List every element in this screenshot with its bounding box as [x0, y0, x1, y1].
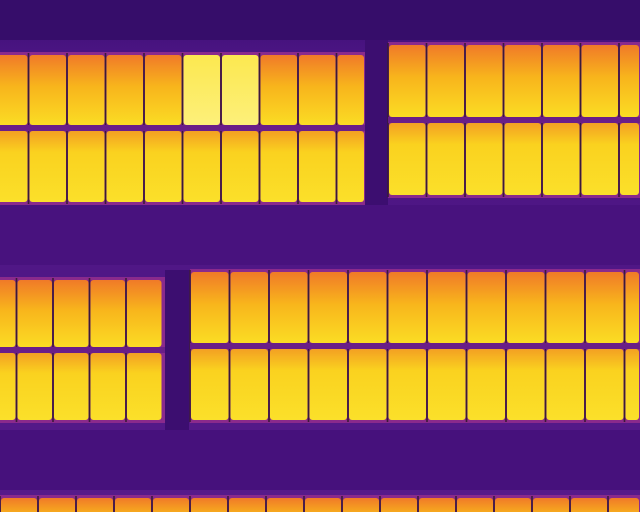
cell [0, 55, 28, 125]
cell [428, 272, 466, 343]
cell [183, 131, 220, 202]
cell [0, 131, 28, 202]
panel-seam [0, 347, 165, 353]
gap-band [0, 205, 640, 265]
cell [222, 131, 259, 202]
panel-seam [190, 343, 640, 349]
cell [546, 272, 584, 343]
cell [533, 498, 569, 512]
cell [127, 280, 162, 347]
cell [620, 123, 639, 195]
cell [381, 498, 417, 512]
cell [309, 272, 347, 343]
cell [90, 280, 125, 347]
dark-band [0, 0, 640, 40]
cell [427, 123, 464, 195]
cell [267, 498, 303, 512]
cell [1, 498, 37, 512]
cell [343, 498, 379, 512]
cell [571, 498, 607, 512]
cell [54, 353, 89, 420]
cell [388, 272, 426, 343]
cell [466, 123, 503, 195]
panel-seam [0, 125, 365, 131]
cell [389, 45, 426, 117]
cell [222, 55, 259, 125]
cell [191, 498, 227, 512]
cell [17, 353, 52, 420]
cell [115, 498, 151, 512]
cell [467, 272, 505, 343]
cell [507, 272, 545, 343]
cell [260, 55, 297, 125]
cell [230, 272, 268, 343]
cell [68, 131, 105, 202]
cell [581, 123, 618, 195]
cell [305, 498, 341, 512]
cell [457, 498, 493, 512]
cell [389, 123, 426, 195]
cell [309, 349, 347, 420]
cell [507, 349, 545, 420]
cell [427, 45, 464, 117]
cell [260, 131, 297, 202]
frame-post [365, 40, 388, 205]
cell [145, 55, 182, 125]
cell [39, 498, 75, 512]
cell [586, 272, 624, 343]
cell [504, 123, 541, 195]
cell [625, 272, 639, 343]
cell [546, 349, 584, 420]
cell [191, 349, 229, 420]
cell [29, 131, 66, 202]
cell [388, 349, 426, 420]
cell [349, 272, 387, 343]
cell [191, 272, 229, 343]
cell [17, 280, 52, 347]
cell [299, 55, 336, 125]
cell [543, 123, 580, 195]
cell [609, 498, 639, 512]
cell [77, 498, 113, 512]
cell [428, 349, 466, 420]
cell [586, 349, 624, 420]
cell [270, 349, 308, 420]
cell [54, 280, 89, 347]
cell [153, 498, 189, 512]
cell [0, 280, 16, 347]
panel-seam [388, 117, 640, 123]
cell [106, 131, 143, 202]
cell [230, 349, 268, 420]
cell [581, 45, 618, 117]
cell [337, 131, 364, 202]
cell [29, 55, 66, 125]
cell [337, 55, 364, 125]
cell [467, 349, 505, 420]
cell [106, 55, 143, 125]
gap-band [0, 430, 640, 490]
cell [229, 498, 265, 512]
cell [299, 131, 336, 202]
cell [543, 45, 580, 117]
cell [127, 353, 162, 420]
cell [620, 45, 639, 117]
cell [419, 498, 455, 512]
cell [145, 131, 182, 202]
cell [90, 353, 125, 420]
frame-post [165, 270, 189, 430]
cell [349, 349, 387, 420]
cell [504, 45, 541, 117]
cell [466, 45, 503, 117]
cell [495, 498, 531, 512]
cell [270, 272, 308, 343]
cell [68, 55, 105, 125]
cell [625, 349, 639, 420]
cell [183, 55, 220, 125]
cell [0, 353, 16, 420]
